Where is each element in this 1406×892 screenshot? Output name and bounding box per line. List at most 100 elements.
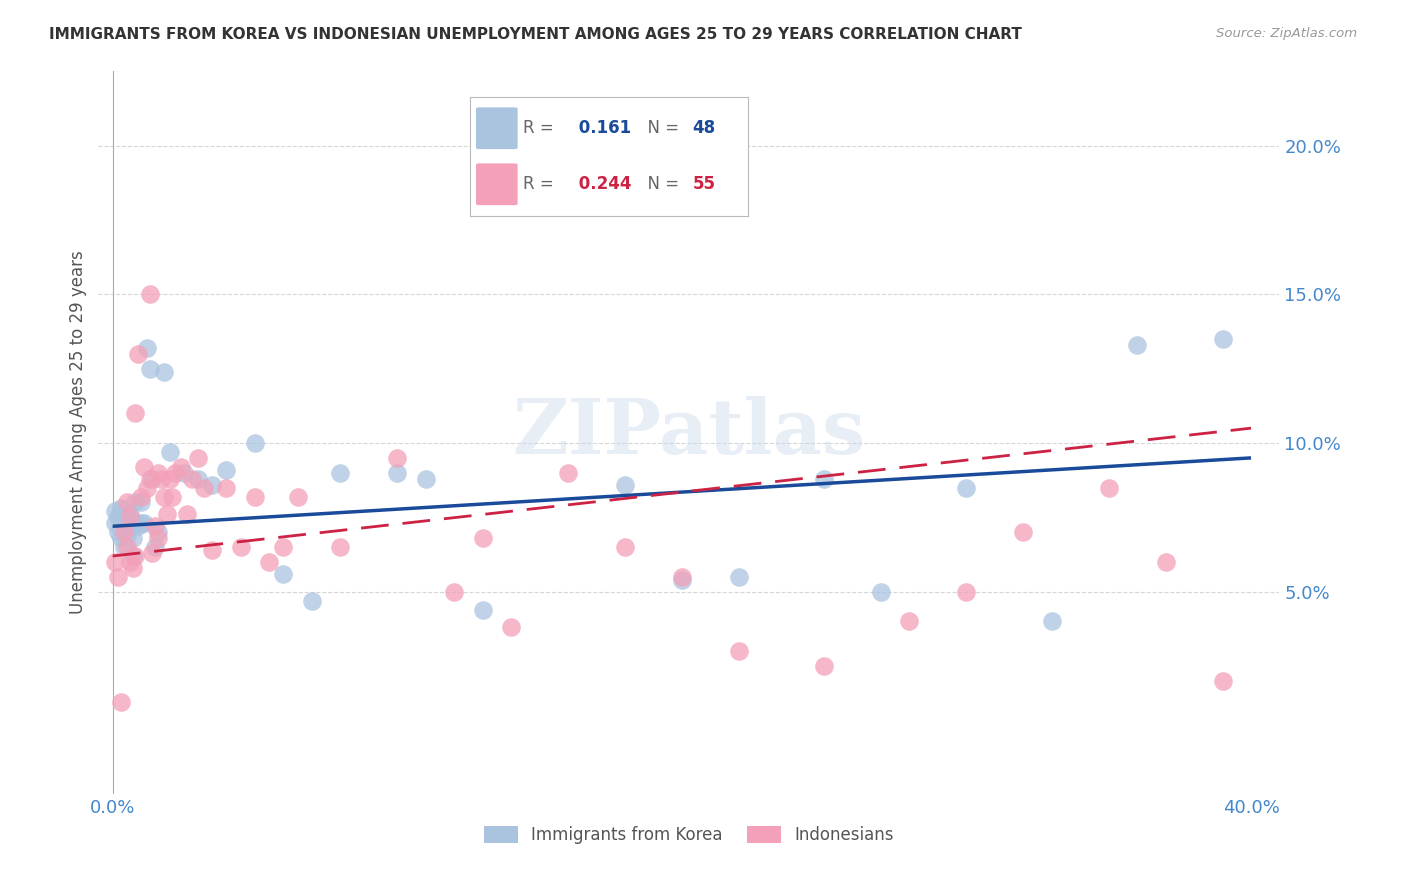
Point: [301, 593, 323, 607]
Point: [870, 584, 893, 599]
Point: [124, 495, 146, 509]
Point: [201, 477, 224, 491]
Point: [159, 445, 181, 459]
Point: [159, 472, 181, 486]
Point: [118, 555, 141, 569]
Legend: Immigrants from Korea, Indonesians: Immigrants from Korea, Indonesians: [478, 819, 900, 851]
Point: [112, 540, 135, 554]
Point: [129, 490, 152, 504]
Point: [143, 519, 166, 533]
Point: [287, 490, 309, 504]
Point: [138, 472, 160, 486]
Point: [110, 531, 132, 545]
Point: [1212, 332, 1234, 346]
Point: [613, 477, 636, 491]
Point: [129, 495, 152, 509]
Point: [153, 490, 176, 504]
Point: [165, 466, 187, 480]
Point: [727, 570, 749, 584]
Point: [187, 472, 209, 486]
Point: [115, 522, 138, 536]
Point: [110, 695, 132, 709]
Point: [127, 519, 149, 533]
Point: [557, 198, 579, 212]
Point: [1126, 338, 1149, 352]
Point: [107, 570, 129, 584]
Point: [471, 531, 494, 545]
Point: [143, 540, 166, 554]
Point: [148, 466, 170, 480]
Point: [107, 525, 129, 540]
Point: [141, 472, 163, 486]
Point: [104, 516, 127, 531]
Point: [613, 540, 636, 554]
Point: [170, 459, 193, 474]
Point: [229, 540, 252, 554]
Point: [112, 525, 135, 540]
Point: [162, 490, 184, 504]
Point: [156, 508, 179, 522]
Point: [107, 510, 129, 524]
Point: [1212, 673, 1234, 688]
Point: [124, 516, 146, 531]
Point: [112, 516, 135, 531]
Point: [813, 472, 835, 486]
Point: [118, 513, 141, 527]
Point: [415, 472, 437, 486]
Point: [187, 450, 209, 465]
Point: [115, 540, 138, 554]
Point: [499, 620, 522, 634]
Point: [104, 555, 127, 569]
Point: [121, 561, 143, 575]
Point: [955, 584, 977, 599]
Point: [215, 481, 238, 495]
Point: [115, 495, 138, 509]
Point: [898, 615, 921, 629]
Text: ZIPatlas: ZIPatlas: [512, 396, 866, 469]
Point: [329, 540, 352, 554]
Point: [193, 481, 215, 495]
Y-axis label: Unemployment Among Ages 25 to 29 years: Unemployment Among Ages 25 to 29 years: [69, 251, 87, 615]
Point: [273, 540, 295, 554]
Point: [329, 466, 352, 480]
Point: [727, 644, 749, 658]
Point: [135, 341, 157, 355]
Text: Source: ZipAtlas.com: Source: ZipAtlas.com: [1216, 27, 1357, 40]
Point: [132, 516, 155, 531]
Point: [121, 531, 143, 545]
Point: [150, 472, 173, 486]
Point: [115, 528, 138, 542]
Point: [132, 459, 155, 474]
Point: [181, 472, 204, 486]
Point: [127, 347, 149, 361]
Point: [1040, 615, 1063, 629]
Point: [671, 570, 693, 584]
Point: [273, 566, 295, 581]
Point: [148, 531, 170, 545]
Point: [243, 490, 266, 504]
Point: [471, 602, 494, 616]
Point: [201, 543, 224, 558]
Point: [1154, 555, 1177, 569]
Point: [138, 287, 160, 301]
Point: [257, 555, 280, 569]
Point: [104, 504, 127, 518]
Point: [1098, 481, 1121, 495]
Point: [124, 549, 146, 563]
Point: [138, 361, 160, 376]
Point: [955, 481, 977, 495]
Point: [153, 365, 176, 379]
Point: [110, 501, 132, 516]
Point: [671, 573, 693, 587]
Point: [176, 508, 198, 522]
Point: [121, 549, 143, 563]
Point: [118, 510, 141, 524]
Point: [141, 546, 163, 560]
Point: [124, 406, 146, 420]
Point: [215, 463, 238, 477]
Point: [387, 450, 409, 465]
Point: [118, 508, 141, 522]
Text: IMMIGRANTS FROM KOREA VS INDONESIAN UNEMPLOYMENT AMONG AGES 25 TO 29 YEARS CORRE: IMMIGRANTS FROM KOREA VS INDONESIAN UNEM…: [49, 27, 1022, 42]
Point: [148, 525, 170, 540]
Point: [243, 436, 266, 450]
